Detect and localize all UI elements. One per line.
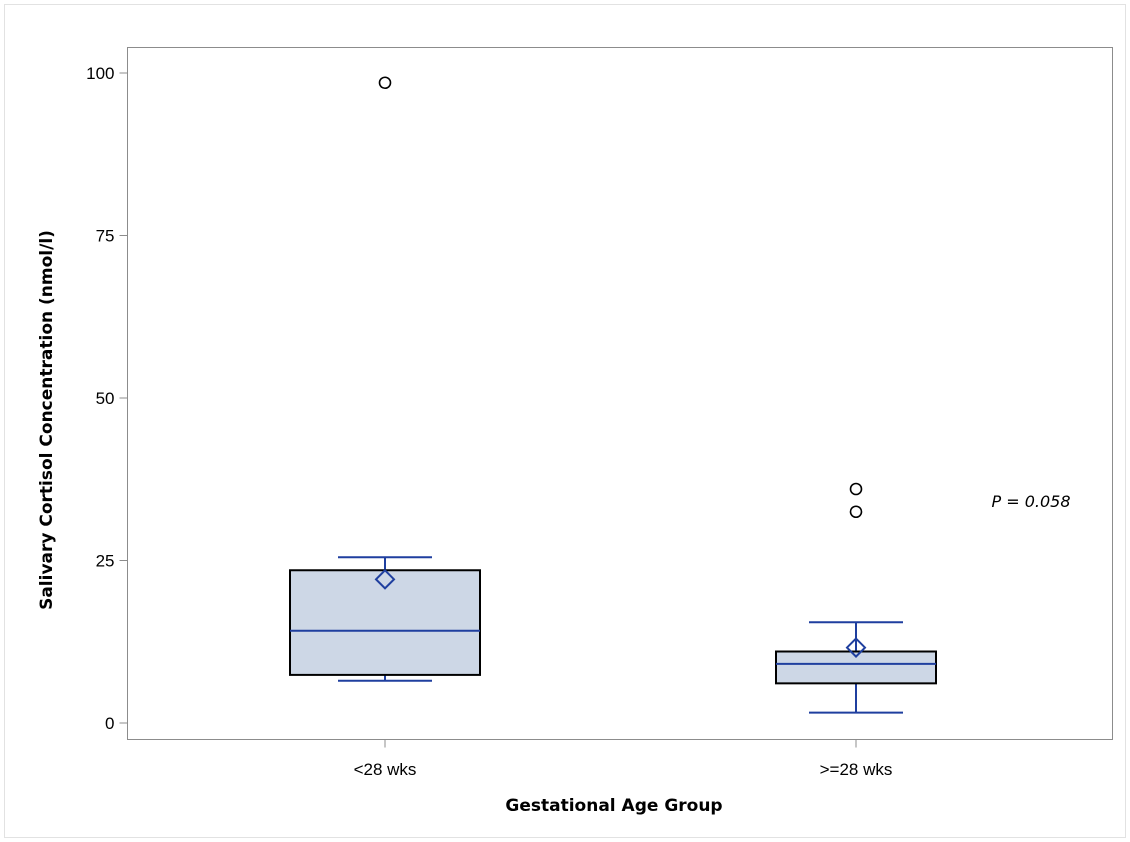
box-group <box>775 482 937 714</box>
outlier-point <box>378 76 392 90</box>
x-tick-label: <28 wks <box>354 760 417 779</box>
mean-marker <box>845 637 867 659</box>
y-tick-label: 75 <box>96 227 115 246</box>
x-axis-title: Gestational Age Group <box>505 796 722 816</box>
x-tick-label: >=28 wks <box>820 760 893 779</box>
y-tick-label: 50 <box>96 389 115 408</box>
x-axis: <28 wks >=28 wks <box>354 739 893 779</box>
y-axis-title: Salivary Cortisol Concentration (nmol/l) <box>37 230 57 610</box>
outlier-point <box>849 505 863 519</box>
y-tick-label: 25 <box>96 552 115 571</box>
box-group <box>289 76 481 682</box>
iqr-box <box>289 569 481 676</box>
plot-area <box>127 47 1113 740</box>
boxes <box>289 76 937 714</box>
mean-marker <box>374 568 396 590</box>
y-axis: 0 25 50 75 100 <box>86 64 128 733</box>
y-tick-label: 100 <box>86 64 114 83</box>
outlier-point <box>849 482 863 496</box>
p-value-annotation: P = 0.058 <box>991 492 1070 511</box>
iqr-box <box>775 650 937 685</box>
y-tick-label: 0 <box>105 714 114 733</box>
